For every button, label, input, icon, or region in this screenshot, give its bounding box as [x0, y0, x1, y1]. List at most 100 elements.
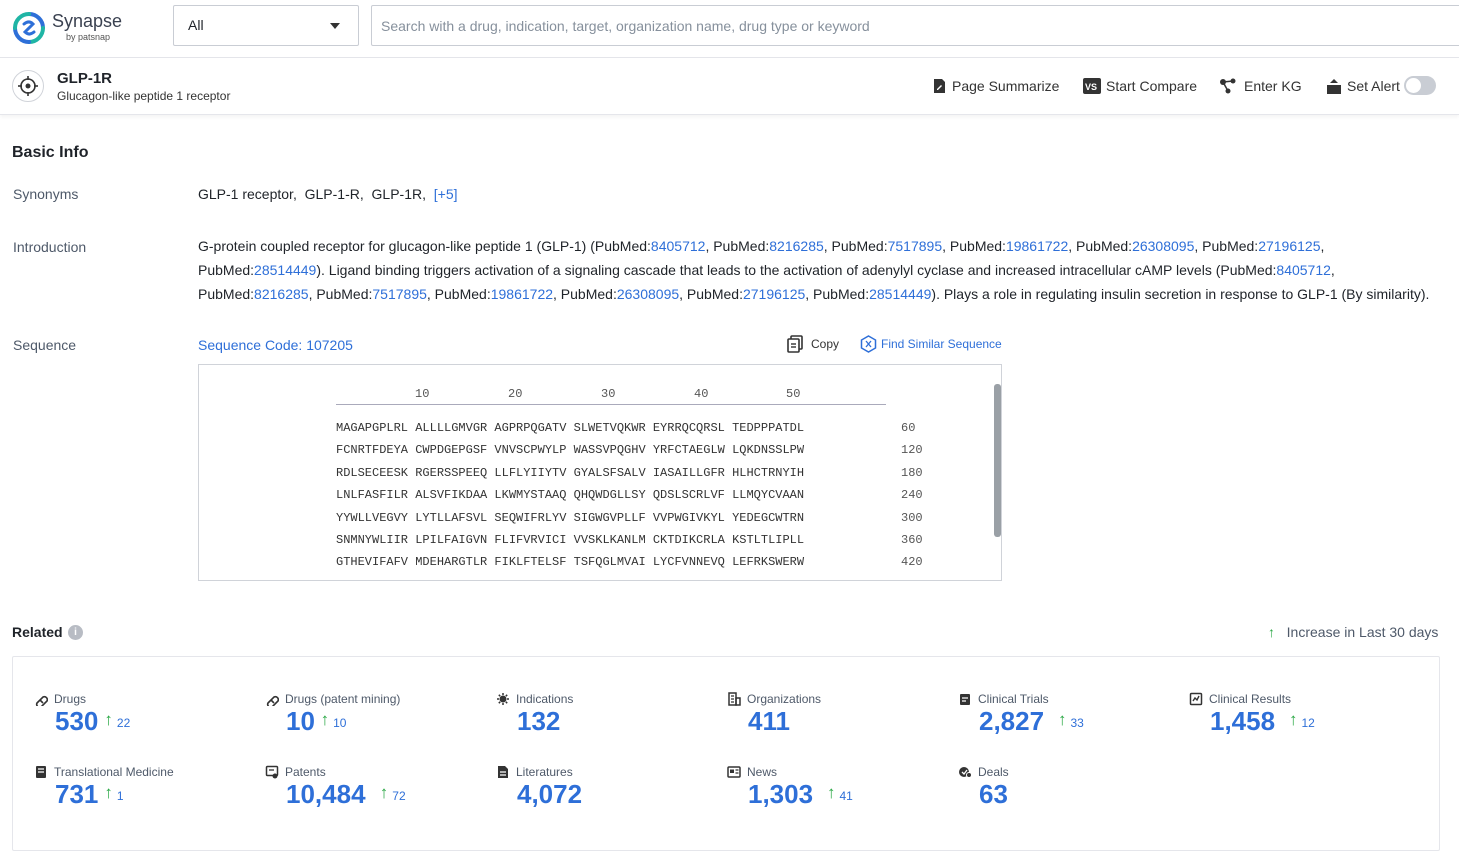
alert-toggle[interactable] [1404, 76, 1436, 95]
related-stat-clinical-trials[interactable]: Clinical Trials 2,827 ↑ 33 [958, 692, 1178, 752]
introduction-text-segment: , PubMed: [823, 238, 888, 254]
introduction-label: Introduction [13, 239, 87, 255]
synonym-item: GLP-1R, [371, 186, 426, 202]
stat-value[interactable]: 731 [55, 779, 99, 809]
stat-label-text: Clinical Results [1209, 692, 1292, 706]
sequence-residues: GTHEVIFAFV MDEHARGTLR FIKLFTELSF TSFQGLM… [336, 555, 805, 570]
page-summarize-button[interactable]: Page Summarize [932, 77, 1059, 95]
sequence-line-end: 300 [901, 510, 923, 525]
building-icon [728, 692, 741, 706]
introduction-text-segment: , PubMed: [1068, 238, 1133, 254]
pubmed-link[interactable]: 27196125 [742, 286, 806, 302]
copy-icon [787, 335, 803, 353]
related-stat-indications[interactable]: Indications 132 [496, 692, 716, 752]
pubmed-link[interactable]: 27196125 [1258, 238, 1321, 254]
sequence-viewer[interactable]: 10 20 30 40 50 1MAGAPGPLRL ALLLLGMVGR AG… [198, 364, 1002, 581]
related-stats-panel: Drugs 530 ↑ 22 Drugs (patent mining) 10 ↑ 10 Ind… [12, 656, 1440, 851]
related-stat-drugs-patent-mining[interactable]: Drugs (patent mining) 10 ↑ 10 [265, 692, 485, 752]
stat-label: Indications [496, 692, 573, 706]
synonyms-more-link[interactable]: [+5] [433, 186, 458, 202]
start-compare-button[interactable]: VS Start Compare [1083, 77, 1197, 95]
synonyms-label: Synonyms [13, 186, 79, 202]
stat-value[interactable]: 2,827 [979, 706, 1045, 736]
stat-label-text: Literatures [516, 765, 573, 779]
search-scope-select[interactable]: All [173, 5, 359, 46]
pubmed-link[interactable]: 8405712 [650, 238, 706, 254]
stat-increase-value: 1 [116, 789, 124, 803]
sequence-line-end: 120 [901, 443, 923, 458]
stat-increase-value: 10 [333, 716, 347, 730]
synapse-logo[interactable]: Synapse by patsnap [12, 10, 152, 46]
stat-value[interactable]: 530 [55, 706, 99, 736]
set-alert-button[interactable]: Set Alert [1326, 77, 1400, 95]
stat-value[interactable]: 10,484 [286, 779, 366, 809]
related-stat-literatures[interactable]: Literatures 4,072 [496, 765, 716, 825]
stat-label-text: Organizations [747, 692, 822, 706]
target-crosshair-icon [12, 70, 44, 102]
related-stat-organizations[interactable]: Organizations 411 [727, 692, 947, 752]
pubmed-link[interactable]: 7517895 [887, 238, 943, 254]
pubmed-link[interactable]: 26308095 [1132, 238, 1195, 254]
sequence-line-end: 240 [901, 488, 923, 503]
target-name: GLP-1R [57, 70, 113, 87]
sequence-residues: SNMNYWLIIR LPILFAIGVN FLIFVRVICI VVSKLKA… [336, 532, 805, 547]
stat-value[interactable]: 4,072 [517, 779, 583, 809]
pubmed-link[interactable]: 26308095 [616, 286, 680, 302]
sequence-scrollbar[interactable] [994, 384, 1001, 537]
stat-value[interactable]: 63 [979, 779, 1008, 809]
stat-value[interactable]: 1,458 [1210, 706, 1276, 736]
knowledge-graph-icon [1220, 78, 1236, 94]
related-stat-clinical-results[interactable]: Clinical Results 1,458 ↑ 12 [1189, 692, 1409, 752]
stat-value[interactable]: 10 [286, 706, 315, 736]
stat-increase: ↑ 33 [1058, 710, 1084, 732]
sequence-residues: FCNRTFDEYA CWPDGEPGSF VNVSCPWYLP WASSVPQ… [336, 443, 805, 458]
stat-label-text: Clinical Trials [978, 692, 1049, 706]
enter-kg-button[interactable]: Enter KG [1219, 77, 1302, 95]
versus-icon: VS [1083, 78, 1101, 94]
document-icon [498, 766, 508, 778]
sequence-ruler: 10 20 30 40 50 [336, 387, 886, 405]
pubmed-link[interactable]: 19861722 [1005, 238, 1069, 254]
related-stat-patents[interactable]: Patents 10,484 ↑ 72 [265, 765, 485, 825]
related-stat-drugs[interactable]: Drugs 530 ↑ 22 [34, 692, 254, 752]
copy-button[interactable]: Copy [787, 335, 839, 353]
related-stat-translational-medicine[interactable]: Translational Medicine 731 ↑ 1 [34, 765, 254, 825]
introduction-text-segment: , PubMed: [1194, 238, 1259, 254]
stat-increase-value: 33 [1070, 716, 1084, 730]
pubmed-link[interactable]: 8405712 [1276, 262, 1331, 278]
related-stat-news[interactable]: News 1,303 ↑ 41 [727, 765, 947, 825]
pubmed-link[interactable]: 8216285 [769, 238, 824, 254]
search-input[interactable] [371, 5, 1459, 46]
introduction-text-segment: G-protein coupled receptor for glucagon-… [198, 238, 651, 254]
synapse-logo-icon [13, 12, 45, 44]
pubmed-link[interactable]: 28514449 [869, 286, 932, 302]
set-alert-label: Set Alert [1347, 78, 1400, 94]
enter-kg-label: Enter KG [1244, 78, 1302, 94]
introduction-text-segment: ). Ligand binding triggers activation of… [316, 262, 1277, 278]
stat-value[interactable]: 132 [517, 706, 561, 736]
virus-icon [497, 693, 509, 705]
stat-value[interactable]: 1,303 [748, 779, 814, 809]
pubmed-link[interactable]: 8216285 [254, 286, 309, 302]
sequence-code-link[interactable]: Sequence Code: 107205 [198, 337, 353, 353]
sequence-residues: MAGAPGPLRL ALLLLGMVGR AGPRPQGATV SLWETVQ… [336, 421, 805, 435]
stat-increase-value: 41 [839, 789, 853, 803]
pubmed-link[interactable]: 7517895 [372, 286, 427, 302]
synonym-item: GLP-1 receptor, [198, 186, 297, 202]
introduction-text-segment: , PubMed: [679, 286, 743, 302]
news-icon [727, 766, 741, 778]
stat-label: Clinical Results [1189, 692, 1291, 706]
pubmed-link[interactable]: 19861722 [490, 286, 554, 302]
stat-increase-value: 12 [1301, 716, 1315, 730]
introduction-text-segment: , PubMed: [942, 238, 1006, 254]
increase-legend: ↑ Increase in Last 30 days [1268, 624, 1438, 640]
related-stat-deals[interactable]: Deals 63 [958, 765, 1178, 825]
stat-value[interactable]: 411 [748, 706, 790, 736]
find-similar-sequence-button[interactable]: Find Similar Sequence [860, 335, 1002, 353]
ruler-tick-label: 30 [601, 387, 616, 401]
top-bar: Synapse by patsnap All [0, 0, 1459, 58]
pubmed-link[interactable]: 28514449 [254, 262, 317, 278]
introduction-text-segment: , PubMed: [198, 238, 1325, 278]
info-icon[interactable]: i [68, 625, 83, 640]
start-compare-label: Start Compare [1106, 78, 1198, 94]
